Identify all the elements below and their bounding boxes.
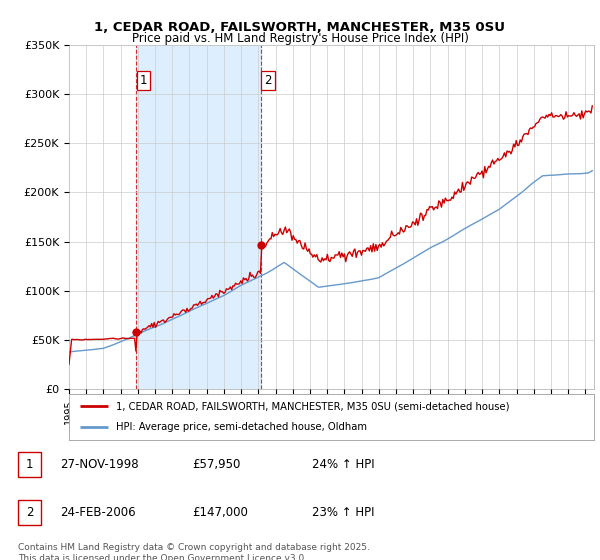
Text: Price paid vs. HM Land Registry's House Price Index (HPI): Price paid vs. HM Land Registry's House … (131, 32, 469, 45)
Text: 2: 2 (26, 506, 33, 519)
Text: Contains HM Land Registry data © Crown copyright and database right 2025.
This d: Contains HM Land Registry data © Crown c… (18, 543, 370, 560)
Text: 1: 1 (26, 458, 33, 472)
Text: £57,950: £57,950 (192, 458, 241, 472)
Text: £147,000: £147,000 (192, 506, 248, 519)
Text: 23% ↑ HPI: 23% ↑ HPI (312, 506, 374, 519)
Text: 1, CEDAR ROAD, FAILSWORTH, MANCHESTER, M35 0SU (semi-detached house): 1, CEDAR ROAD, FAILSWORTH, MANCHESTER, M… (116, 401, 510, 411)
Text: 24% ↑ HPI: 24% ↑ HPI (312, 458, 374, 472)
Text: 24-FEB-2006: 24-FEB-2006 (60, 506, 136, 519)
Bar (136, 45, 261, 389)
Text: HPI: Average price, semi-detached house, Oldham: HPI: Average price, semi-detached house,… (116, 422, 367, 432)
Text: 1: 1 (140, 74, 148, 87)
Text: 27-NOV-1998: 27-NOV-1998 (60, 458, 139, 472)
Text: 1, CEDAR ROAD, FAILSWORTH, MANCHESTER, M35 0SU: 1, CEDAR ROAD, FAILSWORTH, MANCHESTER, M… (95, 21, 505, 34)
Text: 2: 2 (265, 74, 272, 87)
